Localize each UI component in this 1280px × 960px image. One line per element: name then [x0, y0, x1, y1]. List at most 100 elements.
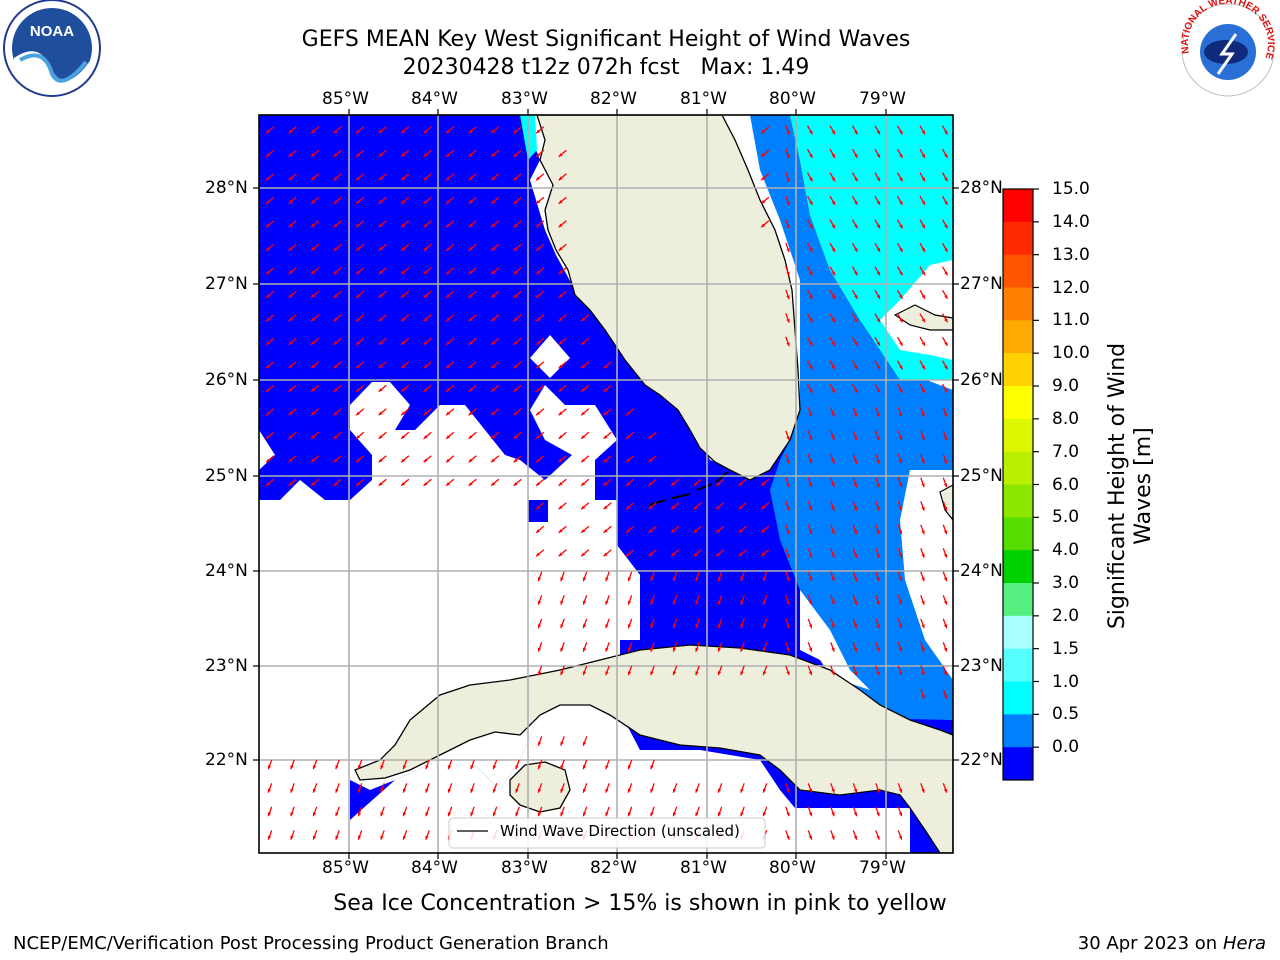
colorbar-segment: [1003, 221, 1033, 256]
wave-direction-arrow: [490, 126, 500, 134]
wave-direction-arrow: [648, 431, 657, 440]
wave-direction-arrow: [355, 314, 365, 322]
wave-direction-arrow: [919, 360, 926, 370]
wave-direction-arrow: [605, 595, 610, 605]
wave-direction-arrow: [355, 431, 365, 440]
wave-direction-arrow: [445, 173, 455, 181]
wave-direction-arrow: [897, 548, 903, 558]
wave-direction-arrow: [830, 501, 835, 511]
colorbar-label-line1: Significant Height of Wind: [1105, 342, 1130, 630]
wave-direction-arrow: [378, 149, 387, 158]
wave-direction-arrow: [942, 407, 948, 417]
wave-direction-arrow: [785, 477, 790, 488]
wave-direction-arrow: [807, 524, 813, 535]
colorbar-segment: [1003, 320, 1033, 354]
wave-direction-arrow: [558, 384, 567, 393]
colorbar-tick-label: 8.0: [1052, 408, 1080, 429]
wave-direction-arrow: [670, 478, 680, 487]
wave-direction-arrow: [288, 267, 297, 275]
wave-direction-arrow: [560, 736, 565, 746]
wave-direction-arrow: [535, 149, 545, 158]
wave-direction-arrow: [445, 126, 455, 134]
wave-direction-arrow: [874, 313, 881, 323]
wave-direction-arrow: [537, 783, 543, 793]
wave-direction-arrow: [423, 196, 432, 205]
wave-direction-arrow: [312, 759, 318, 770]
wave-direction-arrow: [897, 407, 903, 417]
wave-direction-arrow: [468, 431, 477, 440]
wave-direction-arrow: [807, 454, 813, 464]
wave-direction-arrow: [851, 125, 859, 135]
wave-direction-arrow: [468, 314, 477, 322]
wave-direction-arrow: [693, 478, 702, 487]
wave-direction-arrow: [785, 313, 790, 323]
wave-direction-arrow: [355, 337, 365, 346]
wave-direction-arrow: [785, 172, 790, 182]
wave-direction-arrow: [378, 408, 387, 416]
wave-direction-arrow: [807, 642, 813, 652]
wave-direction-arrow: [605, 783, 610, 793]
wave-direction-arrow: [807, 595, 813, 605]
lat-label: 24°N: [205, 561, 248, 581]
wave-direction-arrow: [851, 313, 859, 323]
wave-direction-arrow: [603, 384, 612, 393]
wave-direction-arrow: [288, 196, 297, 205]
bahamas-land-2: [939, 484, 953, 521]
wave-direction-arrow: [445, 267, 455, 275]
wave-direction-arrow: [400, 455, 410, 463]
wave-direction-arrow: [558, 431, 567, 440]
wave-direction-arrow: [896, 336, 904, 347]
wave-direction-arrow: [537, 806, 543, 817]
colorbar-tick-label: 14.0: [1052, 211, 1090, 232]
wave-direction-arrow: [265, 337, 275, 346]
wave-direction-arrow: [670, 502, 680, 510]
wave-direction-arrow: [806, 289, 814, 300]
wave-direction-arrow: [490, 220, 500, 228]
wave-direction-arrow: [355, 220, 365, 228]
wave-direction-arrow: [695, 571, 700, 582]
wave-direction-arrow: [830, 618, 835, 629]
wave-direction-arrow: [535, 525, 545, 534]
wave-direction-arrow: [919, 383, 926, 394]
wave-direction-arrow: [558, 455, 567, 463]
wave-direction-arrow: [560, 595, 565, 605]
wave-direction-arrow: [920, 665, 925, 676]
wave-direction-arrow: [942, 430, 948, 441]
wave-direction-arrow: [874, 172, 881, 182]
wave-direction-arrow: [582, 759, 588, 770]
wave-direction-arrow: [333, 478, 342, 487]
wave-direction-arrow: [558, 525, 567, 534]
wave-direction-arrow: [468, 455, 477, 463]
wave-direction-arrow: [582, 642, 588, 652]
wave-direction-arrow: [829, 195, 836, 206]
wave-direction-arrow: [335, 830, 340, 840]
wave-direction-arrow: [535, 361, 545, 369]
wave-direction-arrow: [580, 478, 590, 487]
wave-direction-arrow: [310, 267, 320, 275]
wave-direction-arrow: [378, 455, 387, 463]
wave-direction-arrow: [558, 314, 567, 322]
wave-direction-arrow: [919, 195, 926, 206]
wave-direction-arrow: [492, 759, 498, 770]
wave-direction-arrow: [625, 549, 635, 557]
wave-direction-arrow: [558, 478, 567, 487]
wave-direction-arrow: [851, 360, 859, 370]
wave-direction-arrow: [920, 477, 925, 488]
lon-label: 79°W: [859, 858, 906, 878]
wave-direction-arrow: [357, 783, 363, 793]
colorbar-segment: [1003, 583, 1033, 617]
colorbar-segment: [1003, 418, 1033, 453]
wave-direction-arrow: [851, 219, 859, 229]
wave-direction-arrow: [874, 360, 881, 370]
wave-direction-arrow: [650, 806, 655, 817]
wave-direction-arrow: [425, 759, 430, 770]
wave-direction-arrow: [920, 548, 925, 558]
wave-direction-arrow: [785, 125, 790, 135]
wave-direction-arrow: [941, 266, 949, 276]
lat-label: 22°N: [205, 750, 248, 770]
wave-direction-arrow: [378, 220, 387, 228]
wave-direction-arrow: [896, 195, 904, 206]
wave-direction-arrow: [897, 830, 903, 840]
wave-direction-arrow: [807, 407, 813, 417]
